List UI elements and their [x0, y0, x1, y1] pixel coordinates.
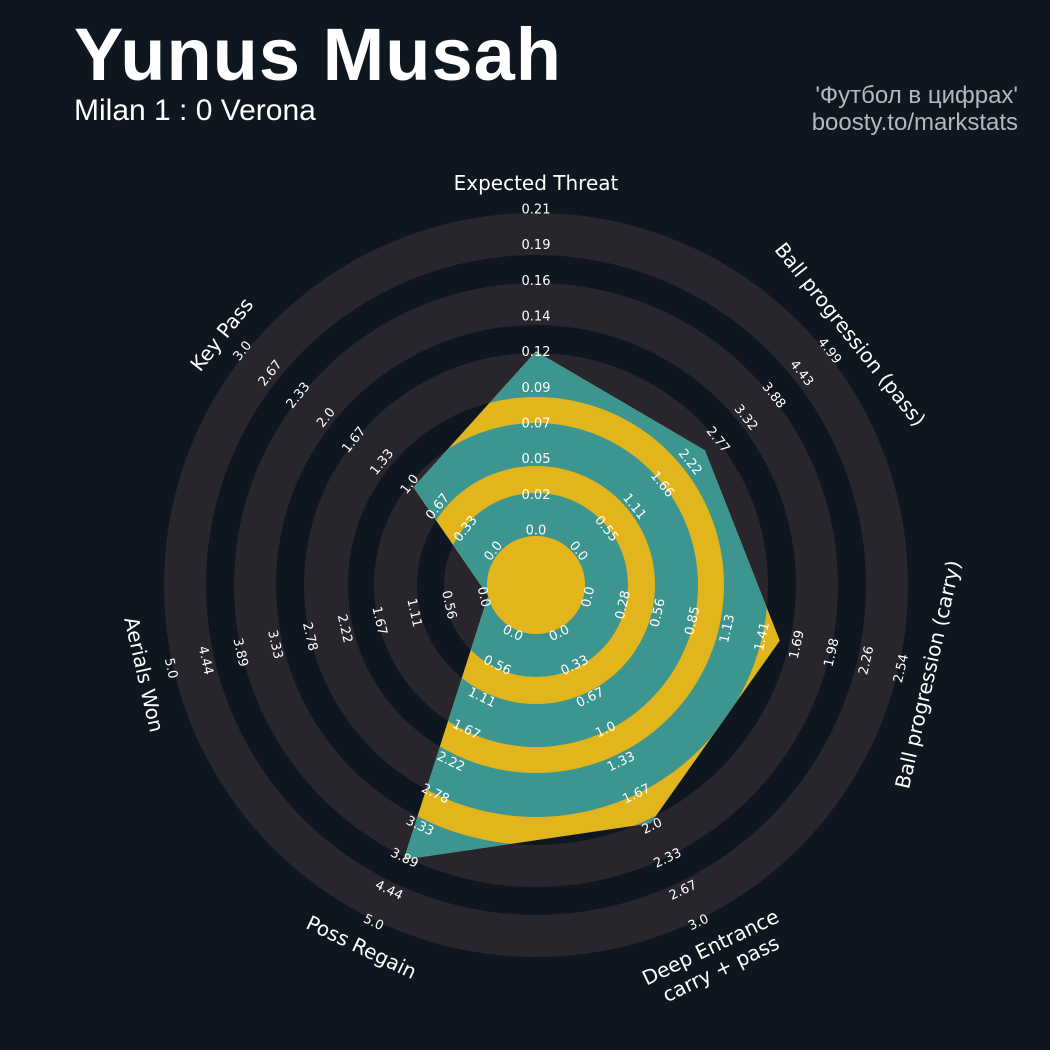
player-name-title: Yunus Musah — [74, 13, 562, 96]
ring-label: 5.0 — [161, 657, 180, 681]
ring-label: 0.14 — [522, 310, 551, 325]
ring-label: 0.56 — [438, 589, 459, 621]
ring-label: 0.02 — [522, 488, 551, 503]
ring-label: 0.28 — [613, 589, 634, 621]
ring-label: 2.54 — [891, 653, 912, 685]
ring-label: 0.09 — [522, 381, 551, 396]
ring-label: 0.19 — [522, 238, 551, 253]
ring-label: 0.21 — [522, 203, 551, 218]
ring-label: 0.85 — [682, 605, 703, 637]
credit-url: boosty.to/markstats — [811, 109, 1018, 136]
ring-label: 2.22 — [334, 613, 355, 645]
ring-label: 0.0 — [526, 524, 547, 539]
ring-label: 0.0 — [579, 585, 598, 609]
ring-label: 0.56 — [648, 597, 669, 629]
match-subtitle: Milan 1 : 0 Verona — [74, 94, 316, 127]
ring-label: 0.0 — [474, 585, 493, 609]
ring-label: 1.41 — [752, 621, 773, 653]
ring-label: 0.07 — [522, 417, 551, 432]
ring-label: 4.44 — [195, 645, 216, 677]
param-label: Aerials Won — [119, 614, 169, 734]
ring-label: 0.12 — [522, 345, 551, 360]
ring-label: 1.98 — [822, 637, 843, 669]
ring-label: 1.67 — [369, 605, 390, 637]
credit-channel: 'Футбол в цифрах' — [815, 82, 1018, 109]
ring-label: 1.13 — [717, 613, 738, 645]
ring-label: 1.69 — [787, 629, 808, 661]
param-label-line: Aerials Won — [119, 614, 169, 734]
ring-label: 0.05 — [522, 452, 551, 467]
ring-label: 2.26 — [856, 645, 877, 677]
ring-label: 0.16 — [522, 274, 551, 289]
ring-label: 3.89 — [229, 637, 250, 669]
ring-label: 3.33 — [264, 629, 285, 661]
ring-label: 1.11 — [403, 597, 424, 629]
param-label-line: Expected Threat — [454, 171, 619, 195]
ring-label: 2.78 — [299, 621, 320, 653]
param-label: Expected Threat — [454, 171, 619, 195]
center-circle — [487, 536, 585, 634]
